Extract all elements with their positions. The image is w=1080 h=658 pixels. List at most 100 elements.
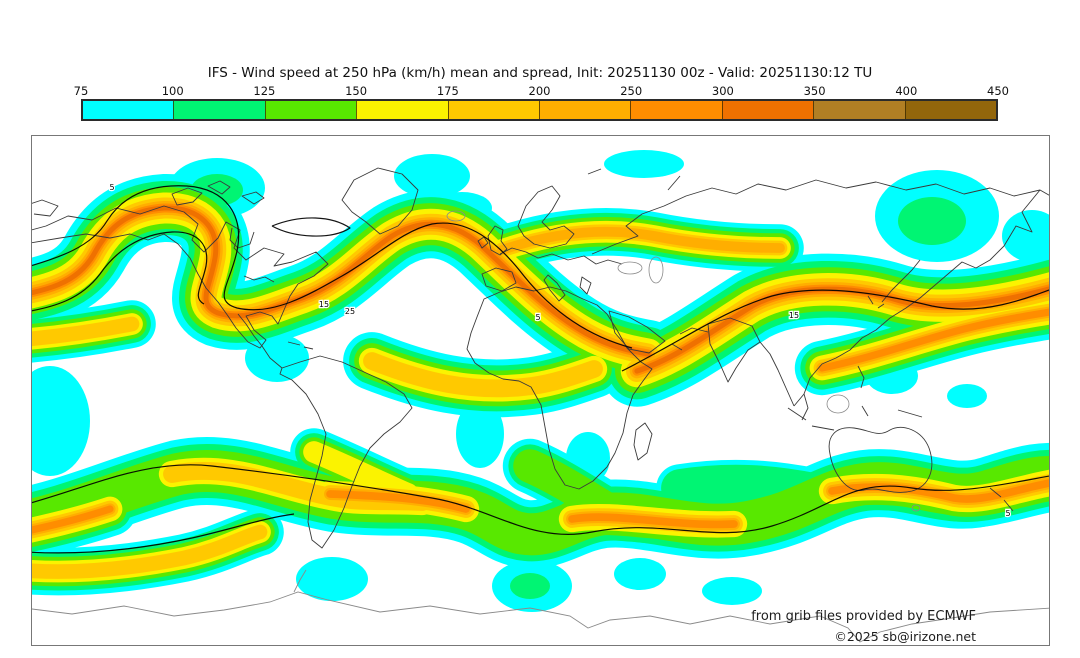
spread-contour-labels: 5 25 15 5 15 5 — [108, 182, 1011, 519]
coastline — [861, 405, 869, 417]
coastline — [543, 274, 566, 302]
spread-contour-label: 5 — [1005, 509, 1010, 518]
wind-patch-level0 — [32, 366, 90, 476]
wind-patch-level0 — [604, 150, 684, 178]
spread-contour-label: 25 — [345, 307, 355, 316]
jet-stream-band-level7 — [32, 205, 651, 357]
coastline — [857, 365, 865, 389]
coastline — [517, 185, 575, 249]
coastline — [287, 341, 301, 346]
spread-contour — [271, 217, 351, 237]
wind-patch-level1 — [898, 197, 966, 245]
world-wind-map: 5 25 15 5 15 5 from grib files provided by EC… — [32, 150, 1049, 644]
spread-contour — [32, 464, 1049, 536]
coastline — [591, 179, 1049, 255]
coastline — [466, 286, 653, 490]
wind-patch-level1 — [510, 573, 550, 599]
colorbar-segment-75-100 — [83, 101, 174, 119]
coastline — [1003, 499, 1014, 512]
coastline — [671, 343, 683, 351]
colorbar-segment-300-350 — [721, 101, 814, 119]
chart-title: IFS - Wind speed at 250 hPa (km/h) mean … — [207, 65, 873, 81]
coastline — [587, 168, 602, 175]
coastline — [32, 205, 329, 349]
coastline — [608, 310, 666, 354]
coastline — [759, 341, 795, 407]
coastline — [341, 167, 419, 235]
attribution-copyright: ©2025 sb@irizone.net — [834, 629, 976, 644]
map-frame: 5 25 15 5 15 5 from grib files provided by EC… — [31, 135, 1050, 646]
colorbar-tick: 350 — [803, 84, 826, 98]
coastline — [241, 191, 265, 205]
jet-stream-band-level6 — [818, 308, 1049, 372]
colorbar-legend: 75 100 125 150 175 200 250 300 350 400 450 — [74, 84, 1009, 121]
coastline — [881, 259, 921, 303]
coastline — [487, 225, 508, 256]
jet-stream-band-level4 — [32, 316, 140, 347]
antarctica-coastline — [32, 591, 1049, 643]
jet-stream-band-level5 — [497, 226, 785, 255]
antarctica-coastline — [293, 569, 307, 593]
coastline — [477, 236, 489, 249]
colorbar-tick: 150 — [345, 84, 368, 98]
wind-patch-level0 — [947, 384, 987, 408]
spread-contour-label: 5 — [535, 313, 540, 322]
colorbar-tick: 450 — [987, 84, 1009, 98]
coastline — [171, 187, 203, 206]
wind-patch-level0 — [702, 577, 762, 605]
coastline — [679, 327, 709, 335]
inland-sea-outline — [826, 394, 850, 414]
colorbar-segment-250-300 — [630, 101, 722, 119]
wind-patch-level0 — [614, 558, 666, 590]
wind-patch-level0 — [296, 557, 368, 601]
coastline — [867, 295, 874, 305]
coastline — [481, 267, 517, 292]
inland-sea-outline — [911, 504, 921, 512]
coastline — [207, 180, 231, 195]
coastline — [787, 407, 807, 421]
wind-speed-filled-contours — [32, 150, 1049, 612]
jet-stream-band-level6 — [568, 513, 738, 529]
attribution-ecmwf: from grib files provided by ECMWF — [751, 609, 976, 624]
colorbar-segment-175-200 — [447, 101, 540, 119]
colorbar-tick: 125 — [253, 84, 276, 98]
colorbar-segment-350-400 — [813, 101, 905, 119]
colorbar-tick: 75 — [73, 84, 89, 98]
coastline — [237, 313, 283, 369]
inland-sea-outline — [446, 210, 466, 222]
coastline — [243, 275, 275, 283]
spread-contour — [32, 185, 633, 349]
colorbar-tick: 200 — [528, 84, 551, 98]
coastline — [279, 355, 413, 549]
spread-contour-label: 5 — [109, 183, 114, 192]
coastline — [499, 247, 623, 265]
coastline — [32, 199, 59, 217]
inland-sea-outline — [617, 261, 643, 275]
colorbar-tick: 175 — [436, 84, 459, 98]
coastline — [707, 317, 761, 383]
jet-stream-band-level7 — [634, 286, 1049, 374]
coastline — [793, 189, 1041, 407]
spread-contour — [32, 231, 208, 312]
coastlines — [32, 167, 1049, 643]
colorbar-segment-125-150 — [264, 101, 357, 119]
coastline — [877, 303, 885, 309]
colorbar-segment-150-175 — [356, 101, 448, 119]
spread-contour-label: 15 — [789, 311, 799, 320]
jet-stream-band-level6 — [828, 479, 1049, 503]
coastline — [579, 276, 592, 295]
spread-contour-label: 15 — [319, 300, 329, 309]
spread-contour — [32, 513, 295, 554]
jet-stream-band-level6 — [326, 490, 470, 513]
coastline — [811, 425, 835, 431]
colorbar-tick: 400 — [895, 84, 918, 98]
coastline — [897, 409, 923, 418]
inland-sea-outline — [648, 256, 664, 284]
coastline — [801, 393, 809, 421]
colorbar-scale — [81, 99, 998, 121]
colorbar-tick-labels: 75 100 125 150 175 200 250 300 350 400 450 — [74, 84, 1009, 99]
coastline — [828, 426, 933, 493]
coastline — [633, 422, 653, 461]
colorbar-segment-100-125 — [173, 101, 265, 119]
